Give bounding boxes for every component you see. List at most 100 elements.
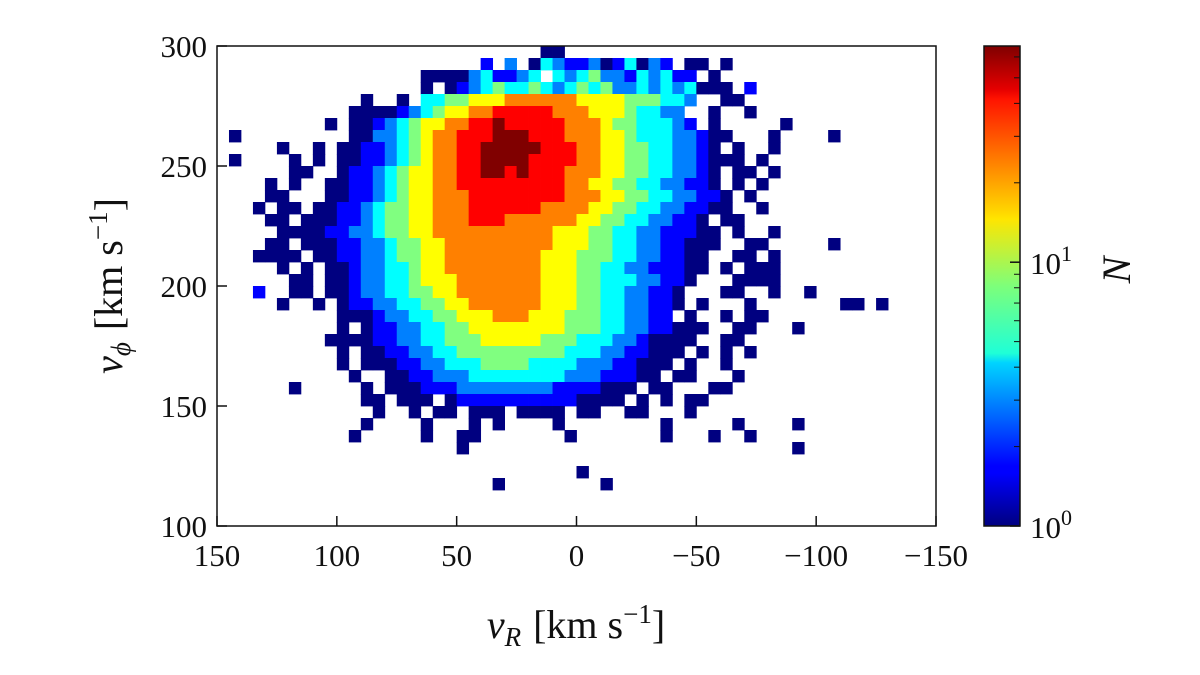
histogram-cell	[516, 106, 529, 119]
histogram-cell	[600, 382, 613, 395]
histogram-cell	[480, 70, 494, 83]
histogram-cell	[360, 94, 374, 107]
histogram-cell	[732, 226, 745, 239]
histogram-cell	[492, 82, 505, 95]
histogram-cell	[360, 202, 374, 215]
histogram-cell	[588, 214, 601, 227]
histogram-cell	[492, 406, 505, 419]
histogram-cell	[348, 250, 362, 263]
histogram-cell	[504, 334, 517, 347]
histogram-cell	[492, 310, 505, 323]
histogram-cell	[540, 106, 553, 119]
histogram-cell	[552, 346, 565, 359]
histogram-cell	[492, 130, 505, 143]
histogram-cell	[552, 274, 565, 287]
histogram-cell	[648, 382, 661, 395]
histogram-cell	[408, 238, 422, 251]
histogram-cell	[492, 334, 505, 347]
histogram-cell	[408, 178, 422, 191]
histogram-cell	[480, 250, 494, 263]
histogram-cell	[576, 370, 589, 383]
histogram-cell	[396, 142, 410, 155]
histogram-cells	[228, 46, 889, 491]
histogram-cell	[600, 346, 613, 359]
histogram-cell	[312, 298, 326, 311]
histogram-cell	[696, 298, 709, 311]
histogram-cell	[576, 394, 589, 407]
histogram-cell	[324, 178, 338, 191]
histogram-cell	[540, 334, 553, 347]
histogram-cell	[504, 382, 517, 395]
histogram-cell	[540, 94, 553, 107]
histogram-cell	[432, 94, 446, 107]
x-tick-label: 50	[441, 538, 472, 573]
histogram-cell	[600, 82, 613, 95]
histogram-cell	[588, 274, 601, 287]
histogram-cell	[672, 346, 685, 359]
histogram-cell	[576, 310, 589, 323]
histogram-cell	[492, 106, 505, 119]
histogram-cell	[684, 118, 697, 131]
histogram-cell	[696, 154, 709, 167]
histogram-cell	[564, 154, 577, 167]
histogram-cell	[456, 322, 470, 335]
x-tick-label: 100	[314, 538, 361, 573]
histogram-cell	[360, 286, 374, 299]
histogram-cell	[528, 106, 541, 119]
histogram-cell	[756, 274, 769, 287]
histogram-cell	[384, 214, 398, 227]
histogram-cell	[444, 106, 458, 119]
histogram-cell	[672, 154, 685, 167]
histogram-cell	[372, 178, 386, 191]
histogram-cell	[660, 274, 673, 287]
histogram-cell	[696, 130, 709, 143]
histogram-cell	[732, 214, 745, 227]
histogram-cell	[420, 118, 434, 131]
histogram-cell	[480, 94, 494, 107]
histogram-cell	[492, 298, 505, 311]
histogram-cell	[288, 166, 302, 179]
histogram-cell	[516, 286, 529, 299]
histogram-cell	[420, 154, 434, 167]
histogram-cell	[600, 262, 613, 275]
histogram-cell	[636, 142, 649, 155]
histogram-cell	[540, 46, 553, 59]
histogram-cell	[456, 154, 470, 167]
histogram-cell	[624, 406, 637, 419]
histogram-cell	[468, 346, 482, 359]
histogram-cell	[312, 214, 326, 227]
histogram-cell	[612, 334, 625, 347]
histogram-cell	[660, 190, 673, 203]
histogram-cell	[480, 334, 494, 347]
histogram-cell	[684, 190, 697, 203]
histogram-cell	[492, 178, 505, 191]
histogram-cell	[420, 322, 434, 335]
histogram-cell	[336, 214, 350, 227]
histogram-cell	[552, 406, 565, 419]
histogram-cell	[600, 358, 613, 371]
histogram-cell	[624, 274, 637, 287]
histogram-cell	[660, 394, 673, 407]
histogram-cell	[288, 274, 302, 287]
histogram-cell	[648, 250, 661, 263]
histogram-cell	[624, 214, 637, 227]
histogram-cell	[540, 238, 553, 251]
histogram-cell	[708, 70, 721, 83]
histogram-cell	[612, 118, 625, 131]
histogram-cell	[516, 310, 529, 323]
histogram-cell	[312, 142, 326, 155]
histogram-cell	[276, 142, 290, 155]
histogram-cell	[648, 142, 661, 155]
histogram-cell	[372, 250, 386, 263]
histogram-cell	[504, 58, 517, 71]
histogram-cell	[396, 226, 410, 239]
histogram-cell	[516, 382, 529, 395]
histogram-cell	[492, 322, 505, 335]
histogram-cell	[420, 70, 434, 83]
histogram-cell	[432, 286, 446, 299]
histogram-cell	[384, 346, 398, 359]
histogram-cell	[360, 226, 374, 239]
histogram-cell	[732, 250, 745, 263]
histogram-cell	[552, 178, 565, 191]
histogram-cell	[516, 178, 529, 191]
